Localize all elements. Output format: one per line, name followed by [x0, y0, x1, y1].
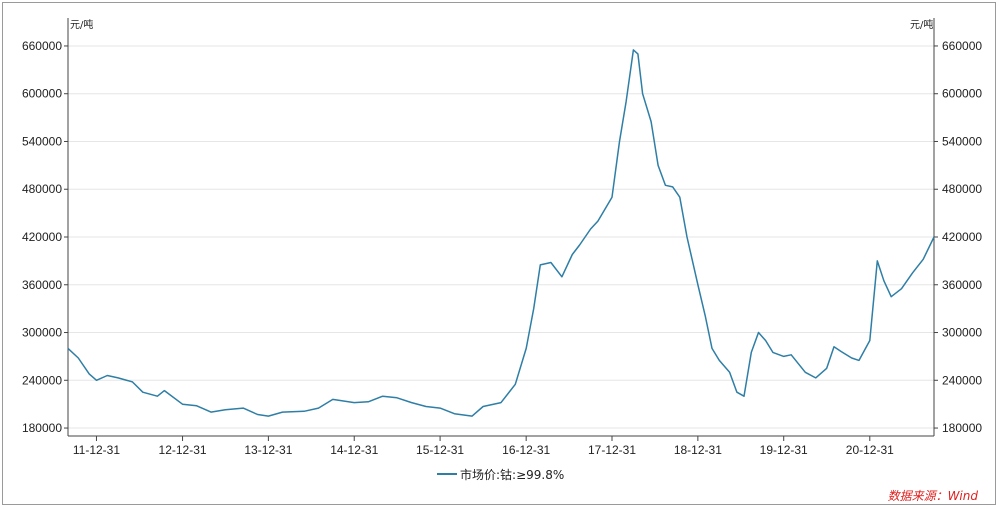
x-tick-label: 20-12-31: [846, 443, 894, 457]
axes: [67, 18, 935, 437]
y-tick-label-left: 480000: [22, 182, 62, 196]
x-tick-label: 19-12-31: [760, 443, 808, 457]
x-tick-label: 12-12-31: [159, 443, 207, 457]
y-tick-label-left: 300000: [22, 326, 62, 340]
gridlines: [68, 45, 934, 429]
y-tick-label-left: 180000: [22, 421, 62, 435]
y-tick-label-left: 420000: [22, 230, 62, 244]
series-group: [67, 49, 935, 417]
y-tick-label-right: 600000: [942, 87, 982, 101]
y-axis-left-ticks: 180000 240000 300000 360000 420000 480000 5400…: [22, 39, 68, 435]
y-axis-left-unit: 元/吨: [70, 18, 93, 31]
x-tick-label: 18-12-31: [674, 443, 722, 457]
y-tick-label-left: 240000: [22, 373, 62, 387]
x-tick-label: 16-12-31: [502, 443, 550, 457]
y-tick-label-left: 600000: [22, 87, 62, 101]
y-tick-label-right: 360000: [942, 278, 982, 292]
y-tick-label-right: 300000: [942, 326, 982, 340]
y-tick-label-right: 660000: [942, 39, 982, 53]
y-axis-right-ticks: 180000 240000 300000 360000 420000 480000 5400…: [934, 39, 982, 435]
x-tick-label: 11-12-31: [73, 443, 120, 457]
x-axis-ticks: 11-12-31 12-12-31 13-12-31 14-12-31 15-12-31…: [73, 436, 894, 457]
legend-label: 市场价:钴:≥99.8%: [460, 467, 564, 482]
source-note: 数据来源：Wind: [888, 489, 979, 503]
series-line: [67, 49, 935, 417]
y-tick-label-left: 360000: [22, 278, 62, 292]
y-tick-label-left: 540000: [22, 134, 62, 148]
y-tick-label-right: 540000: [942, 134, 982, 148]
legend: 市场价:钴:≥99.8%: [437, 467, 564, 482]
y-tick-label-right: 180000: [942, 421, 982, 435]
y-tick-label-right: 240000: [942, 373, 982, 387]
x-tick-label: 17-12-31: [588, 443, 636, 457]
x-tick-label: 14-12-31: [330, 443, 378, 457]
y-axis-right-unit: 元/吨: [910, 18, 933, 31]
x-tick-label: 13-12-31: [244, 443, 292, 457]
x-tick-label: 15-12-31: [416, 443, 464, 457]
y-tick-label-right: 480000: [942, 182, 982, 196]
y-tick-label-right: 420000: [942, 230, 982, 244]
y-tick-label-left: 660000: [22, 39, 62, 53]
